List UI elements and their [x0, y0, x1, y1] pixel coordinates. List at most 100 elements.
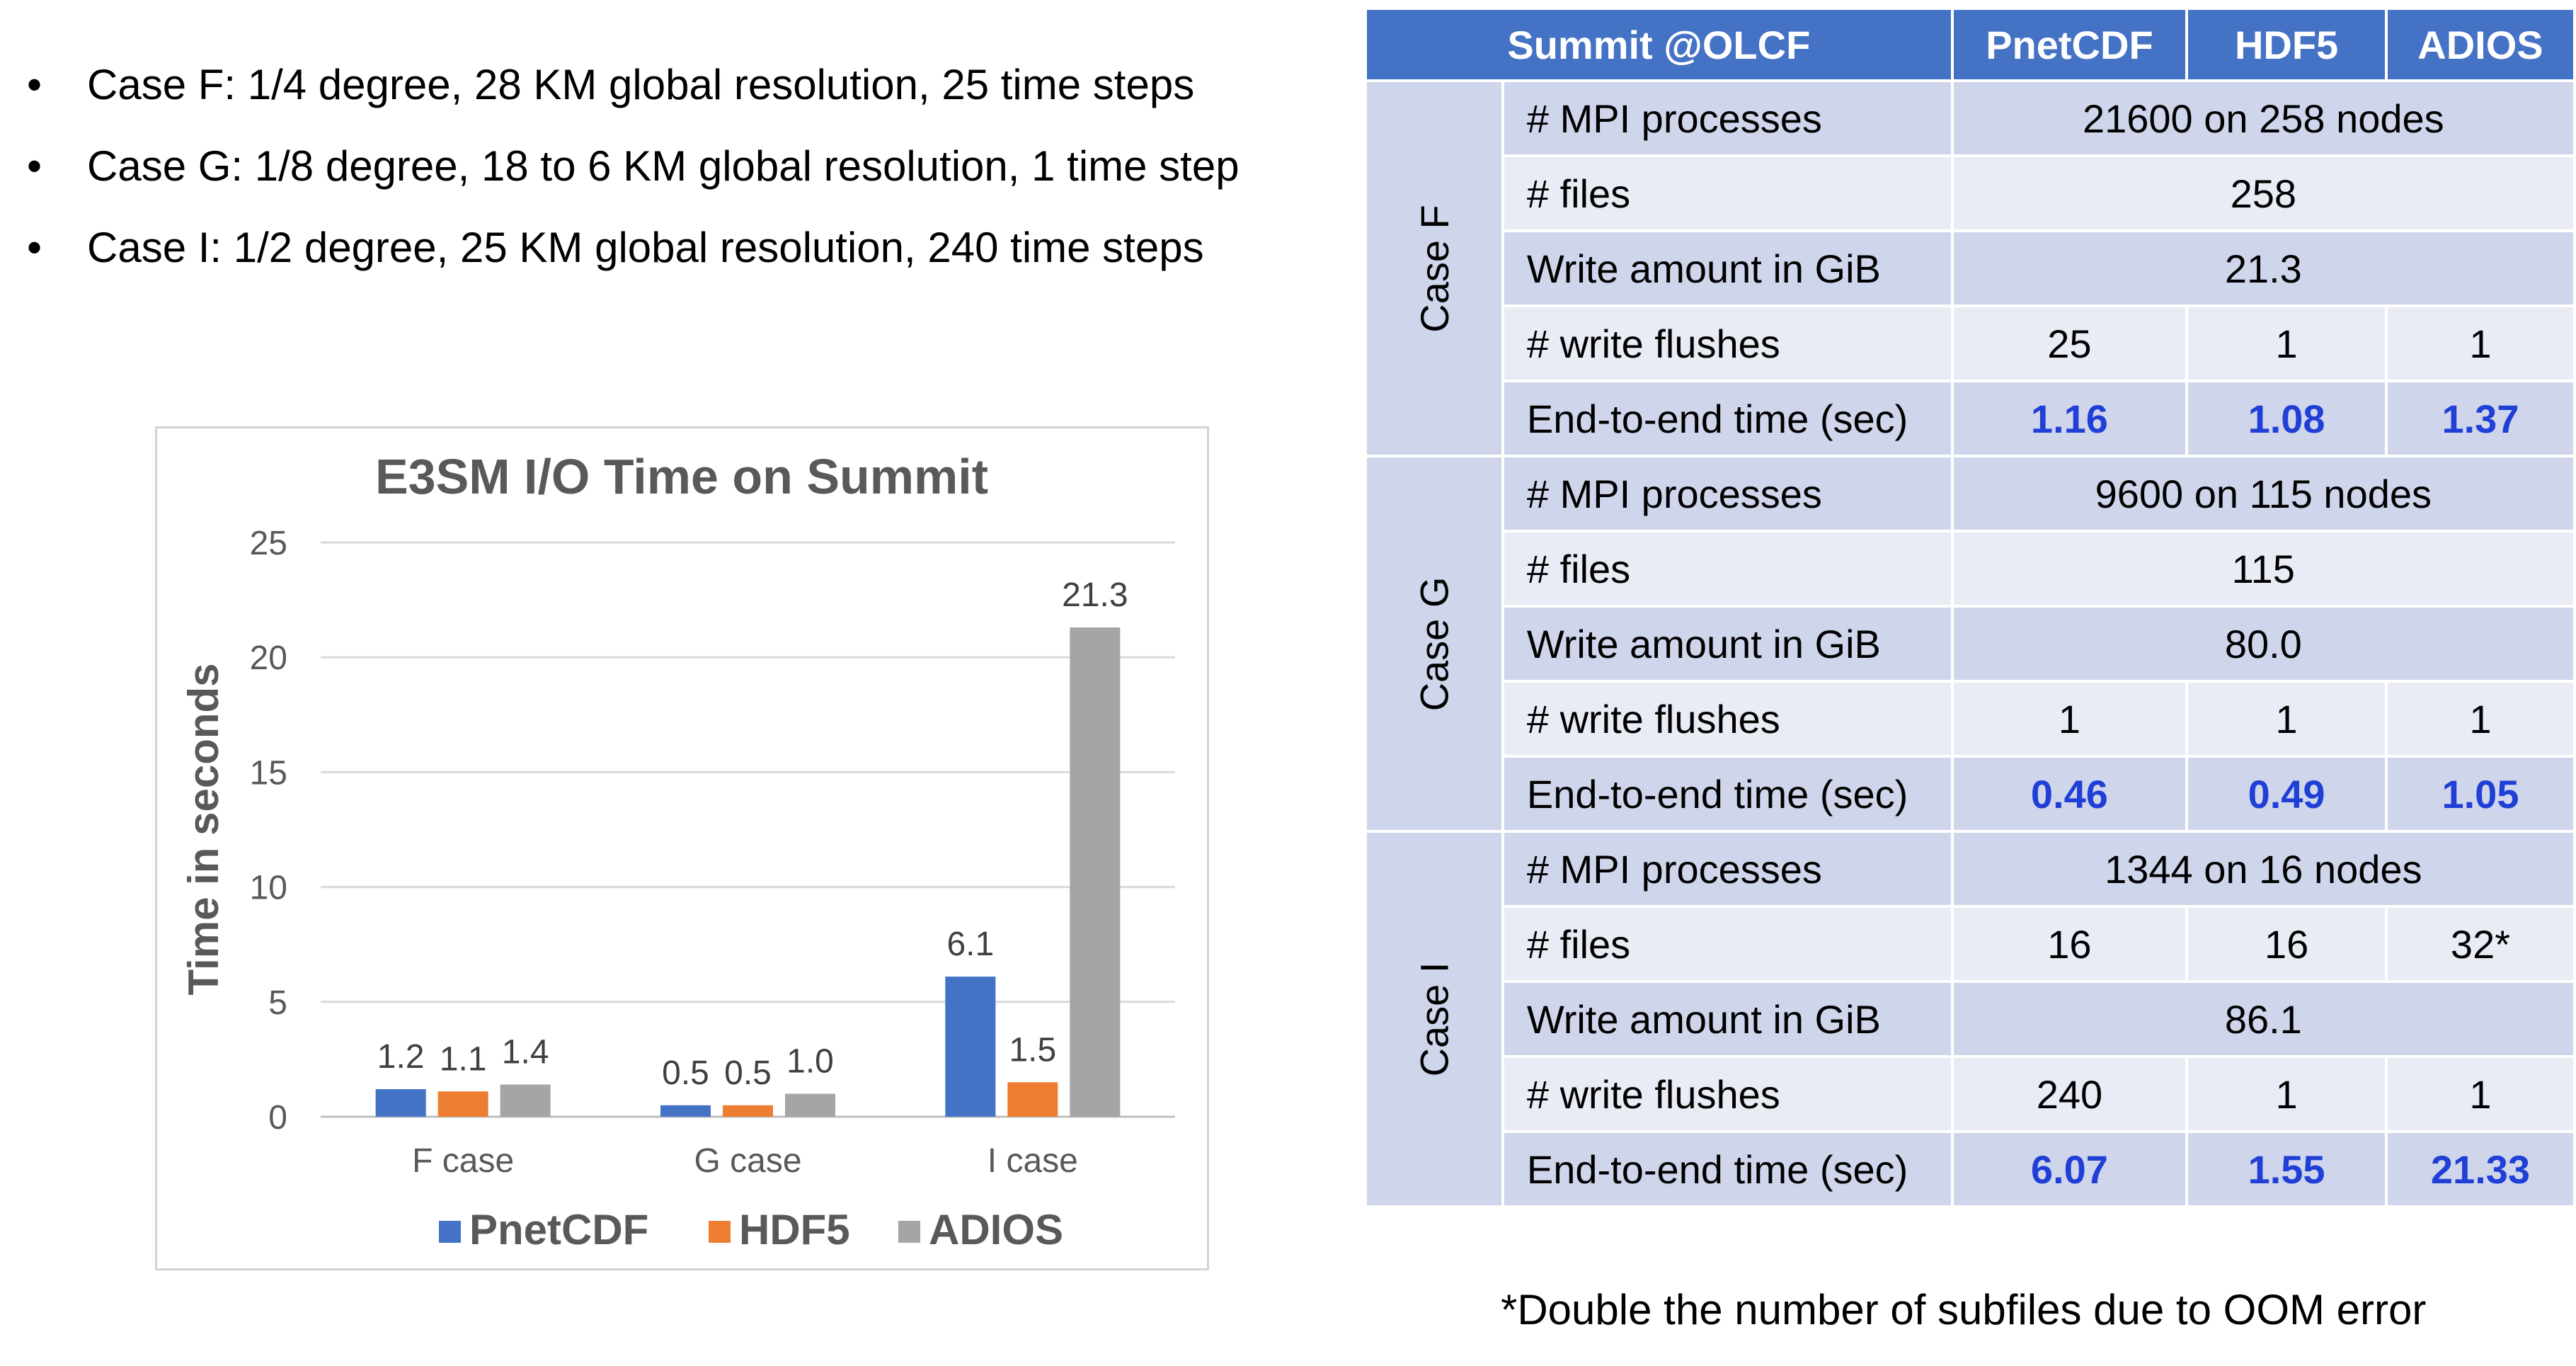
- bar-adios: [785, 1093, 835, 1117]
- bullet-text: Case I: 1/2 degree, 25 KM global resolut…: [87, 224, 1204, 271]
- legend-swatch-adios: [898, 1221, 920, 1243]
- metric-label: End-to-end time (sec): [1501, 380, 1954, 457]
- bar-pnetcdf: [660, 1105, 711, 1117]
- header-cell: PnetCDF: [1950, 7, 2189, 82]
- y-tick-label: 10: [250, 870, 287, 907]
- case-label-cell: Case G: [1364, 455, 1504, 833]
- table-row: End-to-end time (sec) 6.07 1.55 21.33: [1366, 1130, 2576, 1208]
- value-cell: 1: [2185, 304, 2388, 382]
- value-cell: 1: [2185, 1055, 2388, 1133]
- legend-label: HDF5: [739, 1206, 850, 1253]
- value-cell: 25: [1950, 304, 2189, 382]
- legend-swatch-hdf5: [709, 1221, 731, 1243]
- bullet-dot: •: [27, 224, 42, 271]
- x-tick-label: G case: [694, 1142, 801, 1180]
- value-cell: 86.1: [1950, 980, 2576, 1058]
- data-label: 1.5: [1009, 1031, 1056, 1069]
- table-row: Case I # MPI processes 1344 on 16 nodes: [1364, 830, 2576, 1208]
- value-cell: 1: [2384, 680, 2576, 758]
- table-row: # write flushes 1 1 1: [1366, 680, 2576, 758]
- x-tick-label: F case: [412, 1142, 514, 1180]
- value-cell: 1.55: [2185, 1130, 2388, 1208]
- data-label: 0.5: [662, 1054, 709, 1092]
- header-cell: ADIOS: [2384, 7, 2576, 82]
- value-cell: 1: [2384, 304, 2576, 382]
- case-label-cell: Case I: [1364, 830, 1504, 1208]
- y-tick-label: 15: [250, 754, 287, 792]
- value-cell: 21.3: [1950, 229, 2576, 307]
- table-row: # files 16 16 32*: [1366, 905, 2576, 983]
- data-label: 6.1: [946, 926, 994, 963]
- value-cell: 1.16: [1950, 380, 2189, 457]
- results-table: Summit @OLCF PnetCDF HDF5 ADIOS Case F # MPI…: [1364, 7, 2576, 1208]
- metric-label: # files: [1501, 530, 1954, 608]
- table-row: End-to-end time (sec) 0.46 0.49 1.05: [1366, 755, 2576, 833]
- metric-label: # files: [1501, 905, 1954, 983]
- y-tick-label: 20: [250, 639, 287, 677]
- metric-label: # write flushes: [1501, 1055, 1954, 1133]
- value-cell: 9600 on 115 nodes: [1950, 455, 2576, 533]
- value-cell: 115: [1950, 530, 2576, 608]
- value-cell: 21.33: [2384, 1130, 2576, 1208]
- bar-hdf5: [437, 1091, 488, 1117]
- x-tick-label: I case: [988, 1142, 1078, 1180]
- bar-chart: E3SM I/O Time on Summit 0 5 10 15 20 25 Time in…: [180, 449, 1175, 1253]
- bar-hdf5: [723, 1105, 773, 1117]
- table-row: End-to-end time (sec) 1.16 1.08 1.37: [1366, 380, 2576, 457]
- chart-title: E3SM I/O Time on Summit: [375, 449, 988, 504]
- value-cell: 80.0: [1950, 605, 2576, 683]
- data-label: 21.3: [1062, 576, 1128, 614]
- value-cell: 1344 on 16 nodes: [1950, 830, 2576, 908]
- header-cell: HDF5: [2185, 7, 2388, 82]
- bar-adios: [1070, 627, 1121, 1117]
- legend-swatch-pnetcdf: [439, 1221, 461, 1243]
- bullet-dot: •: [27, 61, 42, 108]
- value-cell: 258: [1950, 154, 2576, 232]
- data-label: 1.1: [440, 1040, 487, 1078]
- metric-label: # files: [1501, 154, 1954, 232]
- metric-label: # write flushes: [1501, 680, 1954, 758]
- value-cell: 21600 on 258 nodes: [1950, 79, 2576, 157]
- data-label: 1.2: [377, 1038, 425, 1076]
- table-row: Write amount in GiB 86.1: [1366, 980, 2576, 1058]
- case-label: Case G: [1412, 576, 1457, 711]
- case-label-cell: Case F: [1364, 79, 1504, 457]
- data-label: 1.4: [502, 1034, 549, 1071]
- y-tick-label: 25: [250, 525, 287, 562]
- bullet-text: Case G: 1/8 degree, 18 to 6 KM global re…: [87, 142, 1240, 190]
- case-label: Case I: [1412, 962, 1457, 1076]
- metric-label: Write amount in GiB: [1501, 980, 1954, 1058]
- legend-label: ADIOS: [929, 1206, 1063, 1253]
- header-cell: Summit @OLCF: [1364, 7, 1954, 82]
- y-tick-label: 5: [268, 984, 287, 1022]
- footnote: *Double the number of subfiles due to OO…: [1501, 1286, 2427, 1333]
- value-cell: 1: [2384, 1055, 2576, 1133]
- table-row: # write flushes 240 1 1: [1366, 1055, 2576, 1133]
- data-label: 1.0: [786, 1043, 834, 1081]
- metric-label: # MPI processes: [1501, 455, 1954, 533]
- metric-label: End-to-end time (sec): [1501, 755, 1954, 833]
- value-cell: 240: [1950, 1055, 2189, 1133]
- table-header-row: Summit @OLCF PnetCDF HDF5 ADIOS: [1364, 7, 2576, 82]
- value-cell: 0.46: [1950, 755, 2189, 833]
- metric-label: # MPI processes: [1501, 79, 1954, 157]
- bullet-list: • Case F: 1/4 degree, 28 KM global resolu…: [27, 44, 1240, 288]
- value-cell: 1: [1950, 680, 2189, 758]
- table-row: # files 258: [1366, 154, 2576, 232]
- bullet-item: • Case F: 1/4 degree, 28 KM global resolu…: [27, 44, 1240, 125]
- value-cell: 1.08: [2185, 380, 2388, 457]
- bullet-text: Case F: 1/4 degree, 28 KM global resolut…: [87, 61, 1195, 108]
- table-row: Case F # MPI processes 21600 on 258 nodes: [1364, 79, 2576, 457]
- data-label: 0.5: [724, 1054, 772, 1092]
- table-row: Case G # MPI processes 9600 on 115 nodes: [1364, 455, 2576, 833]
- metric-label: # MPI processes: [1501, 830, 1954, 908]
- bar-pnetcdf: [375, 1089, 426, 1117]
- case-label: Case F: [1412, 204, 1457, 333]
- value-cell: 1.05: [2384, 755, 2576, 833]
- y-axis-label: Time in seconds: [180, 663, 227, 995]
- value-cell: 1: [2185, 680, 2388, 758]
- bar-pnetcdf: [945, 977, 996, 1117]
- metric-label: # write flushes: [1501, 304, 1954, 382]
- bar-adios: [500, 1084, 551, 1117]
- value-cell: 6.07: [1950, 1130, 2189, 1208]
